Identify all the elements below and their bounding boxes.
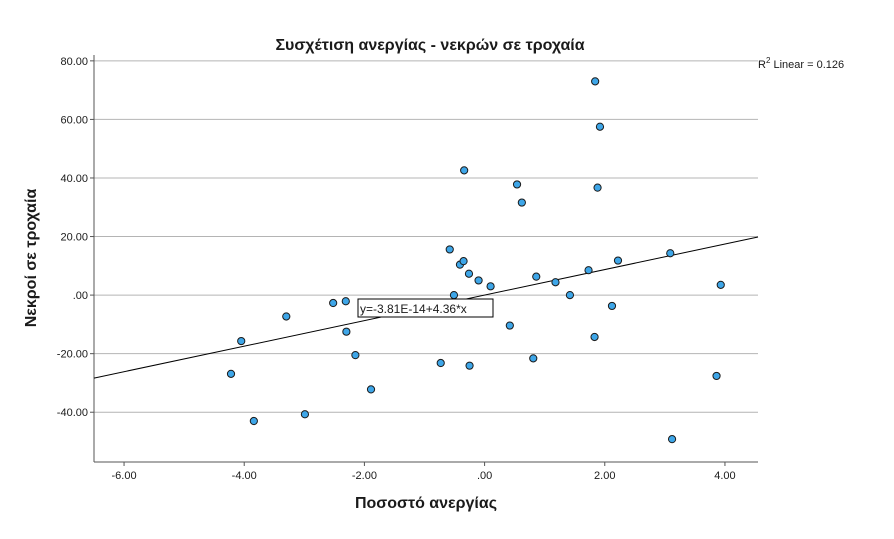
- data-point: [351, 351, 360, 360]
- data-point: [474, 276, 483, 285]
- data-point: [237, 336, 246, 346]
- data-point: [226, 369, 236, 378]
- x-tick-label: 4.00: [714, 470, 735, 482]
- data-point: [512, 180, 522, 189]
- data-point: [584, 266, 593, 275]
- data-point: [464, 269, 474, 278]
- data-point: [613, 256, 623, 265]
- data-point: [667, 435, 677, 444]
- y-tick-label: 60.00: [60, 114, 88, 126]
- data-point: [716, 280, 725, 289]
- r2-value: Linear = 0.126: [770, 59, 844, 71]
- x-ticks: -6.00 -4.00 -2.00 .00 2.00 4.00: [112, 462, 736, 482]
- data-point: [595, 122, 605, 131]
- fit-equation-box: [357, 298, 494, 318]
- data-point: [300, 410, 310, 419]
- y-tick-label: 20.00: [60, 232, 88, 244]
- r2-letter: R: [758, 59, 766, 71]
- y-tick-label: -20.00: [57, 349, 88, 361]
- data-point: [436, 358, 445, 368]
- grid-lines: [94, 60, 758, 413]
- data-point: [532, 272, 541, 281]
- x-axis-label: Ποσοστό ανεργίας: [355, 495, 497, 512]
- data-point: [529, 354, 538, 363]
- y-tick-label: .00: [73, 290, 88, 302]
- y-tick-label: -40.00: [57, 407, 88, 419]
- data-points: [226, 77, 725, 444]
- y-tick-label: 40.00: [60, 173, 88, 185]
- data-point: [249, 416, 258, 426]
- data-point: [459, 257, 468, 266]
- data-point: [445, 245, 454, 254]
- r2-superscript: 2: [766, 56, 771, 65]
- data-point: [565, 291, 575, 300]
- data-point: [366, 385, 376, 394]
- data-point: [342, 327, 351, 336]
- data-point: [593, 183, 602, 192]
- data-point: [517, 198, 526, 207]
- fit-equation-text: y=-3.81E-14+4.36*x: [360, 302, 467, 316]
- y-ticks: -40.00 -20.00 .00 20.00 40.00 60.00 80.00: [57, 56, 94, 419]
- data-point: [449, 291, 459, 300]
- data-point: [591, 77, 600, 86]
- data-point: [712, 371, 721, 381]
- data-point: [590, 332, 599, 342]
- data-point: [329, 298, 338, 308]
- fit-equation-label: y=-3.81E-14+4.36*x: [357, 298, 494, 318]
- r2-legend: R2 Linear = 0.126: [758, 56, 844, 71]
- data-point: [341, 297, 350, 306]
- x-tick-label: -6.00: [112, 470, 137, 482]
- x-tick-label: -2.00: [352, 470, 377, 482]
- x-tick-label: 2.00: [594, 470, 615, 482]
- y-tick-label: 80.00: [60, 56, 88, 68]
- data-point: [465, 361, 474, 370]
- data-point: [460, 166, 469, 175]
- y-axis-label: Νεκροί σε τροχαία: [23, 189, 40, 328]
- data-point: [551, 278, 560, 287]
- data-point: [607, 301, 617, 311]
- x-tick-label: -4.00: [232, 470, 257, 482]
- x-tick-label: .00: [477, 470, 492, 482]
- data-point: [282, 312, 291, 321]
- chart-title: Συσχέτιση ανεργίας - νεκρών σε τροχαία: [275, 37, 584, 54]
- data-point: [505, 321, 514, 330]
- data-point: [486, 282, 495, 291]
- data-point: [666, 249, 675, 258]
